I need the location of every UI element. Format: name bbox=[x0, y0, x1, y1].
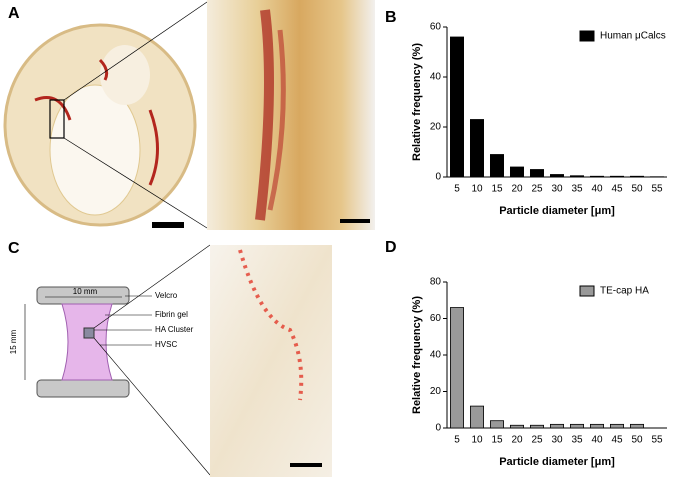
y-axis-title: Relative frequency (%) bbox=[411, 296, 423, 414]
x-tick-label: 15 bbox=[491, 184, 503, 195]
x-tick-label: 5 bbox=[454, 184, 460, 195]
y-tick-label: 20 bbox=[430, 386, 442, 397]
panel-label: C bbox=[8, 240, 20, 257]
x-tick-label: 55 bbox=[651, 435, 663, 446]
bar bbox=[449, 36, 464, 178]
x-tick-label: 25 bbox=[531, 184, 543, 195]
bar bbox=[530, 169, 545, 178]
x-tick-label: 55 bbox=[651, 184, 663, 195]
y-tick-label: 60 bbox=[430, 22, 442, 33]
diagram: 10 mm 15 mm Velcro Fibrin gel HA Cluster… bbox=[9, 244, 211, 476]
y-axis-title: Relative frequency (%) bbox=[411, 43, 423, 161]
y-tick-label: 40 bbox=[430, 72, 442, 83]
bar bbox=[590, 175, 605, 178]
y-tick-label: 0 bbox=[435, 423, 441, 434]
diagram-label: HA Cluster bbox=[155, 325, 194, 334]
legend-swatch bbox=[579, 285, 595, 297]
x-tick-label: 40 bbox=[591, 184, 603, 195]
x-tick-label: 20 bbox=[511, 435, 523, 446]
diagram-label: 15 mm bbox=[9, 329, 18, 354]
x-tick-label: 45 bbox=[611, 435, 623, 446]
x-tick-label: 10 bbox=[471, 435, 483, 446]
diagram-label: 10 mm bbox=[73, 287, 98, 296]
bar bbox=[570, 423, 585, 429]
x-tick-label: 50 bbox=[631, 184, 643, 195]
bar bbox=[469, 119, 484, 178]
x-tick-label: 30 bbox=[551, 435, 563, 446]
x-tick-label: 20 bbox=[511, 184, 523, 195]
bar bbox=[469, 405, 484, 429]
bar bbox=[489, 420, 504, 429]
bar bbox=[590, 423, 605, 429]
bar bbox=[489, 154, 504, 178]
y-tick-label: 80 bbox=[430, 277, 442, 288]
x-tick-label: 45 bbox=[611, 184, 623, 195]
zoom-image bbox=[207, 0, 375, 230]
x-tick-label: 5 bbox=[454, 435, 460, 446]
tissue-image bbox=[3, 1, 208, 229]
y-tick-label: 20 bbox=[430, 122, 442, 133]
panel-label: D bbox=[385, 239, 397, 256]
bar bbox=[550, 423, 565, 429]
panel-label: B bbox=[385, 9, 397, 26]
diagram-label: Velcro bbox=[155, 291, 178, 300]
bar bbox=[570, 175, 585, 178]
diagram-label: Fibrin gel bbox=[155, 310, 188, 319]
bar bbox=[610, 423, 625, 429]
x-tick-label: 15 bbox=[491, 435, 503, 446]
bar bbox=[509, 424, 524, 429]
y-tick-label: 60 bbox=[430, 313, 442, 324]
x-axis-title: Particle diameter [μm] bbox=[499, 456, 615, 468]
bar bbox=[509, 166, 524, 178]
legend-swatch bbox=[579, 30, 595, 42]
bar bbox=[550, 174, 565, 178]
x-tick-label: 30 bbox=[551, 184, 563, 195]
legend-label: Human μCalcs bbox=[600, 31, 666, 42]
bar bbox=[449, 307, 464, 429]
zoom-image bbox=[210, 245, 332, 477]
bar bbox=[630, 423, 645, 429]
y-tick-label: 40 bbox=[430, 350, 442, 361]
x-tick-label: 50 bbox=[631, 435, 643, 446]
x-tick-label: 35 bbox=[571, 435, 583, 446]
bar bbox=[610, 175, 625, 178]
diagram-label: HVSC bbox=[155, 340, 177, 349]
x-tick-label: 10 bbox=[471, 184, 483, 195]
panel-label: A bbox=[8, 5, 20, 22]
bar bbox=[530, 424, 545, 429]
y-tick-label: 0 bbox=[435, 172, 441, 183]
legend-label: TE-cap HA bbox=[600, 286, 649, 297]
x-tick-label: 25 bbox=[531, 435, 543, 446]
x-axis-title: Particle diameter [μm] bbox=[499, 205, 615, 217]
x-tick-label: 40 bbox=[591, 435, 603, 446]
bar bbox=[630, 175, 645, 178]
x-tick-label: 35 bbox=[571, 184, 583, 195]
